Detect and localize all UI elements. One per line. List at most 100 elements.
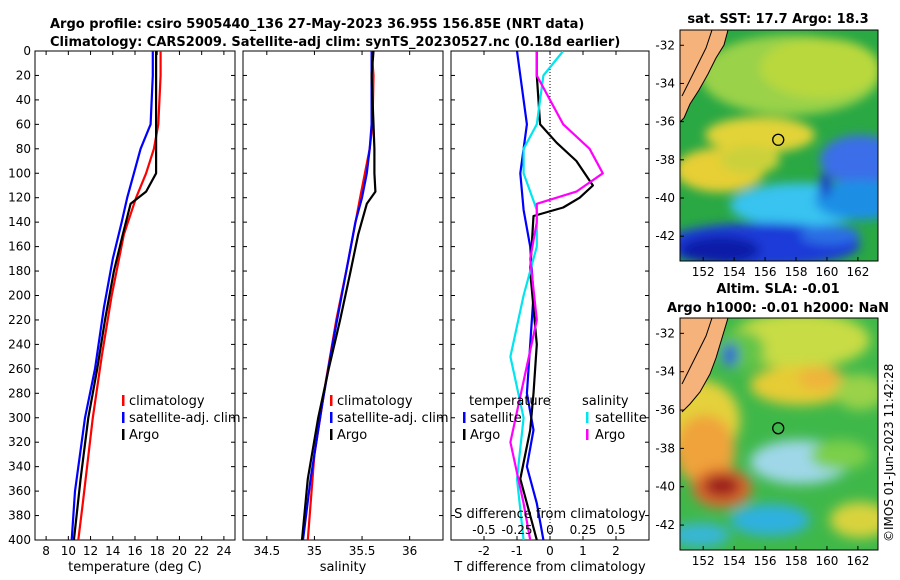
x-tick-label: 154	[723, 554, 746, 568]
imos-timestamp: ©IMOS 01-Jun-2023 11:42:28	[882, 364, 896, 542]
top-x-tick-label: 0	[546, 523, 554, 537]
legend-swatch	[122, 395, 125, 406]
x-tick-label: 158	[785, 554, 808, 568]
y-tick-label: -34	[655, 76, 675, 90]
x-tick-label: 0	[546, 544, 554, 558]
y-tick-label: 260	[8, 362, 31, 376]
x-tick-label: -1	[511, 544, 523, 558]
figure-subtitle: Climatology: CARS2009. Satellite-adj cli…	[50, 35, 620, 50]
sla-map-subtitle: Argo h1000: -0.01 h2000: NaN	[667, 301, 889, 316]
salinity-argo-line	[509, 51, 604, 540]
sla-map-panel: Altim. SLA: -0.01 Argo h1000: -0.01 h200…	[655, 282, 889, 568]
y-tick-label: 80	[16, 142, 31, 156]
y-tick-label: 320	[8, 435, 31, 449]
legend-label: Argo	[595, 428, 625, 443]
y-tick-label: 0	[23, 44, 31, 58]
x-tick-label: 14	[105, 544, 120, 558]
x-tick-label: 156	[754, 265, 777, 279]
difference-xlabel: T difference from climatology	[453, 560, 646, 575]
legend-label: satellite	[470, 411, 522, 426]
temperature-xlabel: temperature (deg C)	[68, 560, 202, 575]
satellite-adj-clim-line	[301, 51, 373, 540]
legend-swatch	[463, 412, 466, 423]
y-tick-label: -40	[655, 191, 675, 205]
x-tick-label: 18	[150, 544, 165, 558]
y-tick-label: -32	[655, 326, 675, 340]
x-tick-label: 22	[194, 544, 209, 558]
top-x-tick-label: -0.5	[472, 523, 495, 537]
y-tick-label: -32	[655, 38, 675, 52]
x-tick-label: 36	[402, 544, 417, 558]
legend-swatch	[330, 429, 333, 440]
y-tick-label: -42	[655, 518, 675, 532]
x-tick-label: 160	[816, 554, 839, 568]
temperature-argo-line	[519, 51, 595, 540]
y-tick-label: 140	[8, 215, 31, 229]
legend-swatch	[586, 412, 589, 423]
legend-label: satellite-adj. clim	[129, 411, 241, 426]
legend-label: climatology	[129, 394, 205, 409]
y-tick-label: -38	[655, 153, 675, 167]
x-tick-label: 158	[785, 265, 808, 279]
x-tick-label: 20	[172, 544, 187, 558]
legend-swatch	[586, 429, 589, 440]
y-tick-label: 220	[8, 313, 31, 327]
sla-field	[680, 318, 878, 550]
y-tick-label: 160	[8, 240, 31, 254]
y-tick-label: 200	[8, 289, 31, 303]
x-tick-label: 154	[723, 265, 746, 279]
x-tick-label: 162	[846, 265, 869, 279]
sst-map-panel: sat. SST: 17.7 Argo: 18.3 152 15	[655, 12, 879, 279]
y-tick-label: -36	[655, 403, 675, 417]
sla-land	[680, 318, 728, 414]
difference-panel: -2 -1 0 1 2 T difference from climatology S …	[450, 50, 650, 575]
legend-swatch	[330, 395, 333, 406]
legend-swatch	[122, 429, 125, 440]
argo-location-marker	[772, 133, 785, 146]
argo-line	[72, 51, 158, 540]
y-tick-label: 120	[8, 191, 31, 205]
difference-top-xlabel: S difference from climatology	[454, 507, 646, 522]
x-tick-label: 162	[846, 554, 869, 568]
y-tick-label: -34	[655, 365, 675, 379]
y-tick-label: -38	[655, 441, 675, 455]
x-tick-label: 24	[216, 544, 231, 558]
legend-label: satellite-adj. clim	[337, 411, 449, 426]
salinity-axes	[242, 50, 444, 541]
y-tick-label: 280	[8, 386, 31, 400]
x-tick-label: 34.5	[253, 544, 280, 558]
sst-field	[680, 30, 878, 261]
x-tick-label: 2	[612, 544, 620, 558]
salinity-panel: 34.5 35 35.5 36 salinity climatology satelli…	[242, 50, 449, 575]
salinity-xlabel: salinity	[320, 560, 367, 575]
y-tick-label: 180	[8, 264, 31, 278]
legend-title-temperature: temperature	[469, 394, 551, 409]
y-tick-label: 40	[16, 93, 31, 107]
y-tick-label: 340	[8, 460, 31, 474]
argo-line	[300, 51, 377, 540]
x-tick-label: 35	[307, 544, 322, 558]
x-tick-label: 35.5	[349, 544, 376, 558]
satellite-adj-clim-line	[70, 51, 154, 540]
legend-label: Argo	[129, 428, 159, 443]
legend-label: climatology	[337, 394, 413, 409]
figure-title: Argo profile: csiro 5905440_136 27-May-2…	[50, 17, 584, 32]
x-tick-label: 8	[42, 544, 50, 558]
legend-swatch	[463, 429, 466, 440]
y-tick-label: 400	[8, 533, 31, 547]
y-tick-label: 20	[16, 68, 31, 82]
y-tick-label: -42	[655, 229, 675, 243]
legend-label: Argo	[470, 428, 500, 443]
legend-label: Argo	[337, 428, 367, 443]
top-x-tick-label: -0.25	[501, 523, 532, 537]
y-tick-label: -36	[655, 115, 675, 129]
y-tick-label: 60	[16, 117, 31, 131]
top-x-tick-label: 0.5	[606, 523, 625, 537]
temperature-axes	[34, 50, 236, 541]
sst-map-title: sat. SST: 17.7 Argo: 18.3	[687, 12, 868, 27]
x-tick-label: 152	[692, 265, 715, 279]
x-tick-label: 16	[127, 544, 142, 558]
legend-swatch	[330, 412, 333, 423]
sla-axes	[679, 317, 879, 551]
